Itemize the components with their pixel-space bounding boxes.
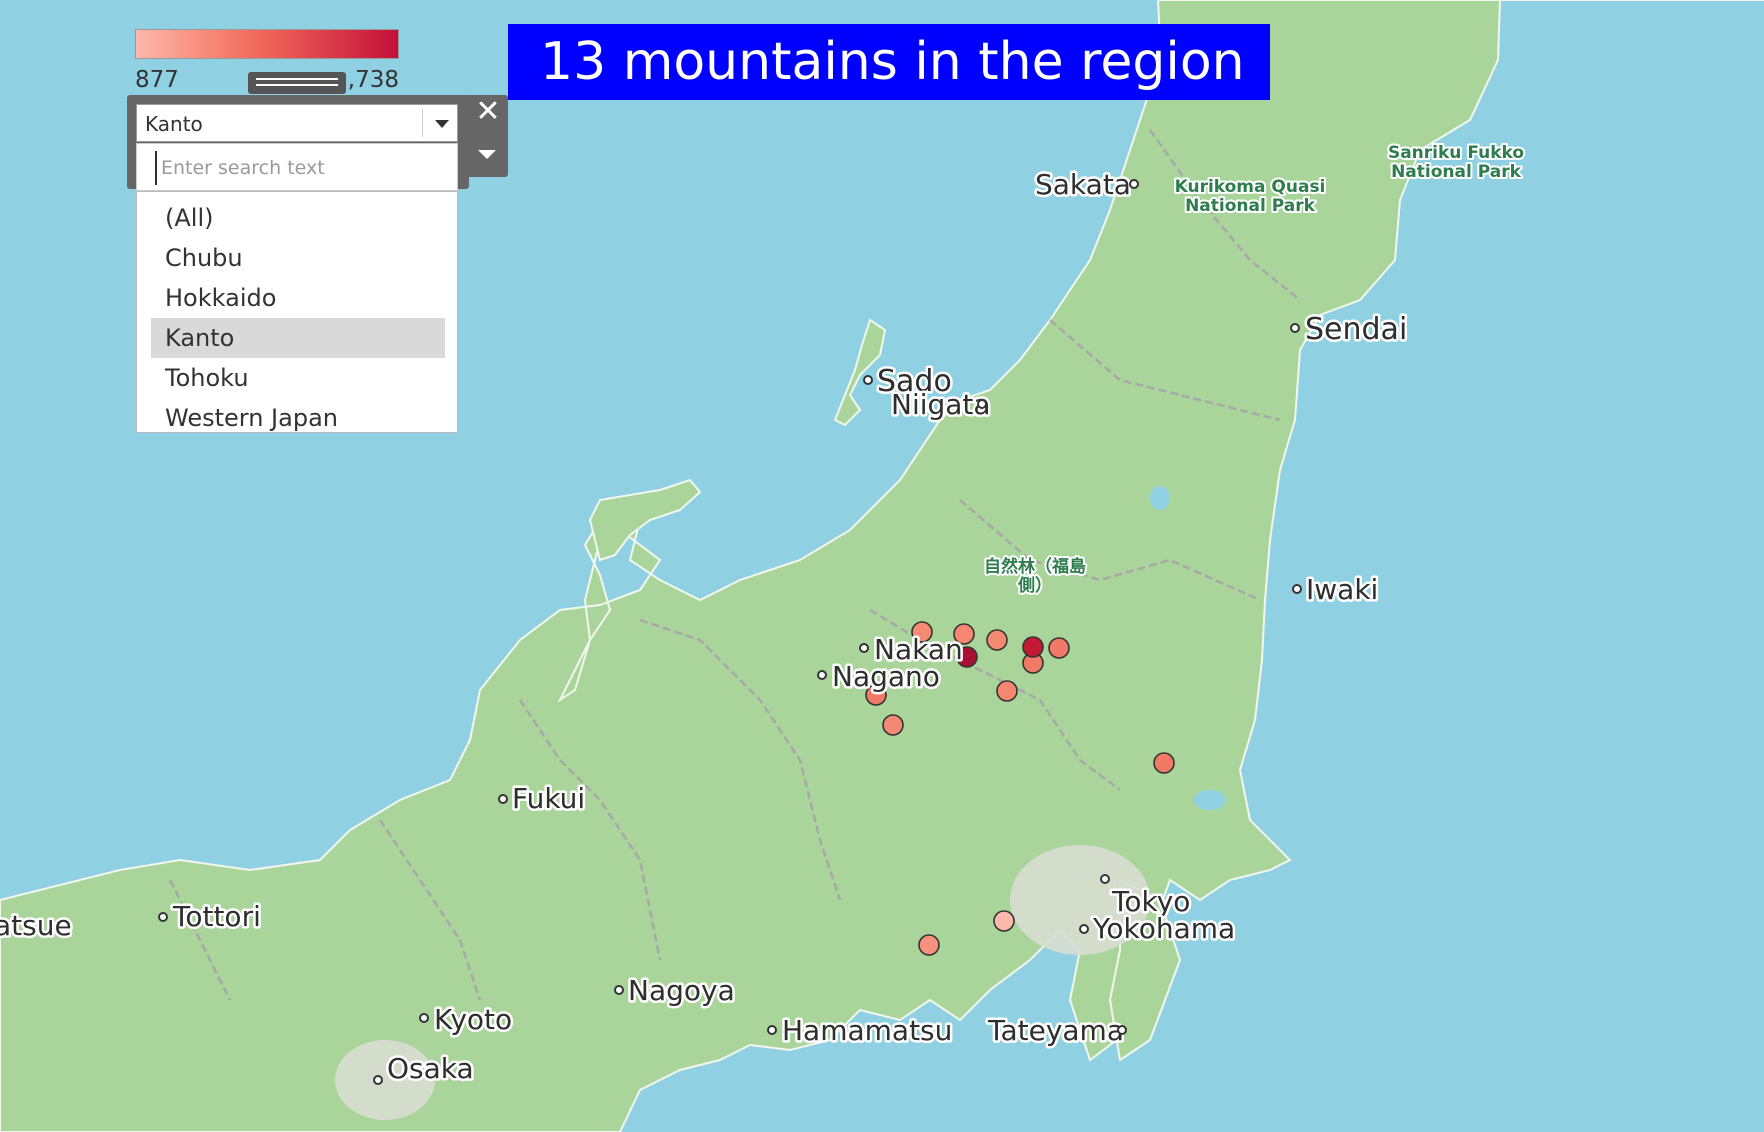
option-tohoku[interactable]: Tohoku <box>165 364 249 392</box>
mountain-marker[interactable] <box>993 910 1015 932</box>
option-western-japan[interactable]: Western Japan <box>165 404 338 432</box>
legend-color-ramp <box>135 29 399 59</box>
region-select[interactable]: Kanto <box>136 104 458 142</box>
close-icon[interactable]: ✕ <box>475 94 501 129</box>
park-label: National Park <box>1185 196 1316 216</box>
city-dot <box>1292 584 1302 594</box>
filter-side-bar <box>467 95 508 177</box>
city-dot <box>817 670 827 680</box>
select-divider <box>422 109 423 137</box>
land-noto <box>588 478 702 562</box>
legend-range-slider[interactable] <box>248 72 346 94</box>
mountain-marker[interactable] <box>1048 637 1070 659</box>
search-box <box>136 143 458 191</box>
park-labels: Sanriku Fukko National Park Kurikoma Qua… <box>982 141 1526 598</box>
legend-min-label: 877 <box>135 67 179 93</box>
slider-grip-line <box>256 84 338 86</box>
search-input[interactable] <box>155 151 453 185</box>
city-label-niigata: Niigata <box>891 388 991 421</box>
mountain-marker[interactable] <box>953 623 975 645</box>
city-dot <box>1290 323 1300 333</box>
city-label-kyoto: Kyoto <box>434 1003 512 1036</box>
city-label-sendai: Sendai <box>1305 312 1407 347</box>
city-label-hamamatsu: Hamamatsu <box>782 1014 952 1047</box>
region-select-value: Kanto <box>145 112 203 136</box>
urban-area-tokyo <box>1010 845 1150 955</box>
city-dot <box>977 399 987 409</box>
mountain-markers <box>865 621 1175 956</box>
mountain-marker[interactable] <box>865 684 887 706</box>
city-dot <box>614 985 624 995</box>
city-label-iwaki: Iwaki <box>1306 573 1378 606</box>
lake <box>1150 486 1170 510</box>
city-dot <box>1129 179 1139 189</box>
option-all[interactable]: (All) <box>165 204 214 232</box>
mountain-marker[interactable] <box>918 934 940 956</box>
city-dot <box>1079 924 1089 934</box>
chevron-down-icon[interactable] <box>435 120 449 128</box>
park-label: National Park <box>1391 162 1522 182</box>
city-label-nagoya: Nagoya <box>628 974 735 1007</box>
mountain-marker[interactable] <box>882 714 904 736</box>
city-dot <box>859 643 869 653</box>
city-label-tokyo: Tokyo <box>1111 885 1190 918</box>
mountain-marker[interactable] <box>1153 752 1175 774</box>
lake <box>1194 790 1226 810</box>
city-label-sakata: Sakata <box>1035 168 1131 201</box>
city-dot <box>158 912 168 922</box>
park-label: 自然林（福島 <box>984 556 1086 577</box>
option-chubu[interactable]: Chubu <box>165 244 243 272</box>
city-label-yokohama: Yokohama <box>1092 912 1235 945</box>
legend-max-label: ,738 <box>347 67 399 93</box>
mountain-marker[interactable] <box>956 646 978 668</box>
mountain-marker[interactable] <box>1022 636 1044 658</box>
map-title: 13 mountains in the region <box>508 24 1270 100</box>
city-label-fukui: Fukui <box>512 782 585 815</box>
city-label-sado: Sado <box>877 364 952 399</box>
color-legend: 877 ,738 <box>135 29 399 94</box>
city-label-nakan: Nakan <box>874 633 963 666</box>
mountain-marker[interactable] <box>911 621 933 643</box>
city-label-osaka: Osaka <box>387 1052 474 1085</box>
land-sado <box>833 318 887 427</box>
park-label: 側） <box>1017 575 1052 596</box>
option-kanto[interactable]: Kanto <box>151 318 445 358</box>
city-label-tateyama: Tateyama <box>987 1014 1124 1047</box>
park-label: Kurikoma Quasi <box>1175 177 1326 197</box>
city-dot <box>498 794 508 804</box>
city-label-nagano: Nagano <box>832 660 940 693</box>
option-hokkaido[interactable]: Hokkaido <box>165 284 277 312</box>
park-label: Sanriku Fukko <box>1388 143 1524 163</box>
city-dot <box>863 375 873 385</box>
city-label-tottori: Tottori <box>172 900 261 933</box>
city-label-matsue: atsue <box>0 909 72 942</box>
city-dot <box>767 1025 777 1035</box>
city-dot <box>1117 1025 1127 1035</box>
mountain-marker[interactable] <box>986 629 1008 651</box>
urban-area-osaka <box>335 1040 435 1120</box>
options-list: (All) Chubu Hokkaido Kanto Tohoku Wester… <box>136 191 458 433</box>
city-dot <box>419 1013 429 1023</box>
city-labels: Sakata Sendai Sado Niigata Iwaki Nakan N… <box>0 166 1410 1088</box>
mountain-marker[interactable] <box>996 680 1018 702</box>
more-options-icon[interactable] <box>478 150 496 159</box>
city-dot <box>373 1075 383 1085</box>
city-dot <box>1100 874 1110 884</box>
slider-grip-line <box>256 78 338 80</box>
